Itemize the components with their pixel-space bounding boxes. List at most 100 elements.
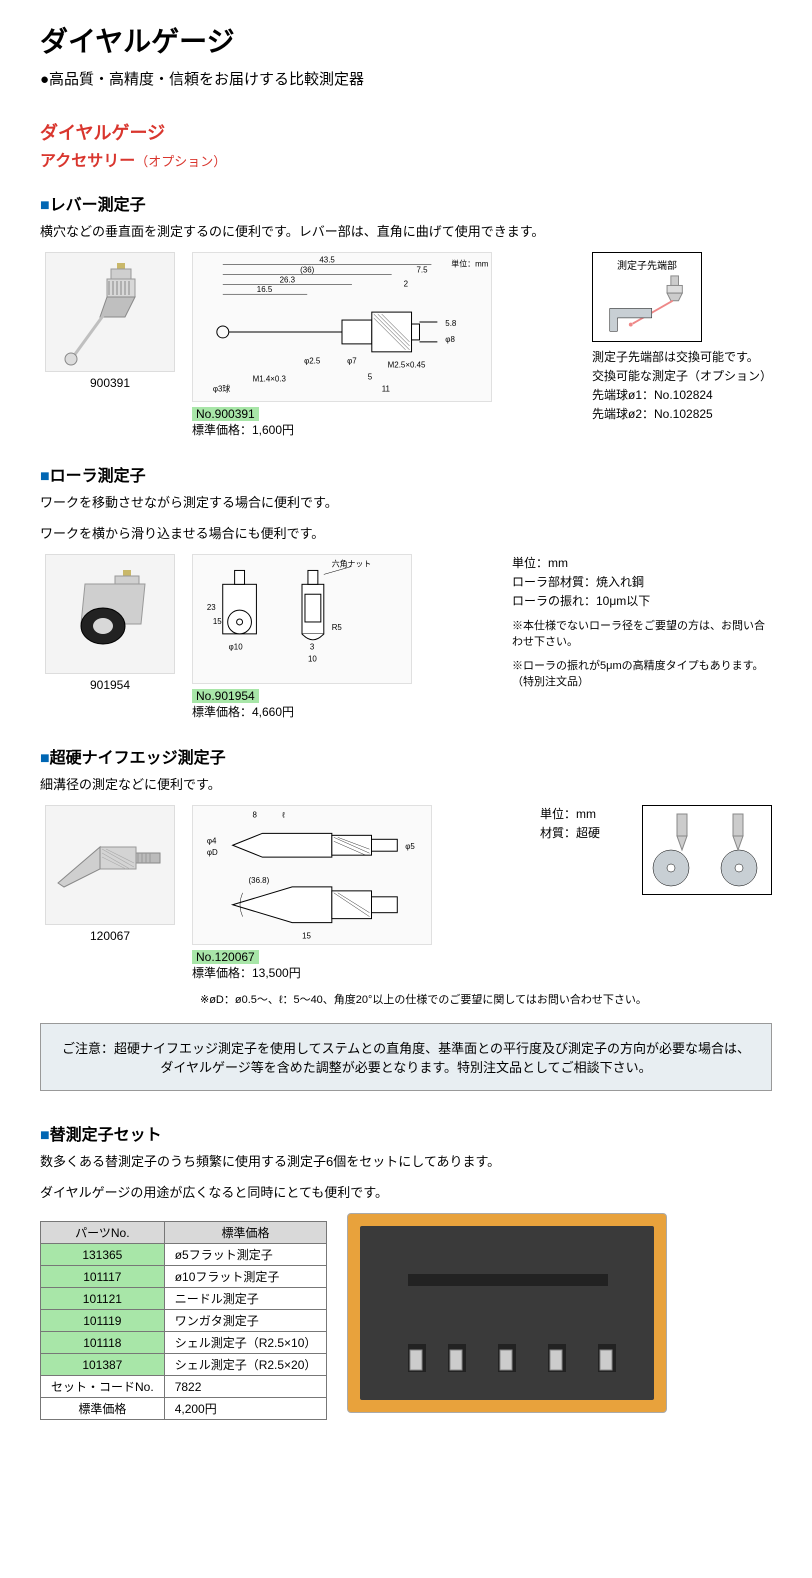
svg-text:φ2.5: φ2.5 (304, 357, 321, 366)
table-cell-desc: ø10フラット測定子 (164, 1266, 327, 1288)
lever-inset-label: 測定子先端部 (617, 257, 677, 272)
set-desc-1: 数多くある替測定子のうち頻繁に使用する測定子6個をセットにしてあります。 (40, 1151, 772, 1170)
caution-box: ご注意：超硬ナイフエッジ測定子を使用してステムとの直角度、基準面との平行度及び測… (40, 1023, 772, 1091)
lever-no-highlight: No.900391 (192, 407, 259, 421)
svg-text:φD: φD (207, 848, 218, 857)
svg-text:φ4: φ4 (207, 836, 217, 845)
table-cell-setcode-label: セット・コードNo. (41, 1376, 165, 1398)
svg-text:23: 23 (207, 603, 216, 612)
lever-right-col: 測定子先端部 測定子先端部は交換可能です。 交換可能な測定子（オプション） 先端… (592, 252, 772, 424)
set-table-header-pn: パーツNo. (41, 1222, 165, 1244)
page-title: ダイヤルゲージ (40, 20, 772, 60)
roller-note-2: ※ローラの振れが5μmの高精度タイプもあります。（特別注文品） (512, 657, 772, 689)
table-row: 101117ø10フラット測定子 (41, 1266, 327, 1288)
svg-text:5.8: 5.8 (445, 319, 457, 328)
svg-text:15: 15 (213, 617, 222, 626)
roller-price: 標準価格：4,660円 (192, 703, 500, 720)
subcategory-title: アクセサリー（オプション） (40, 147, 772, 171)
set-photo (347, 1213, 667, 1413)
roller-heading-text: ローラ測定子 (50, 468, 146, 485)
table-cell-pn: 101387 (41, 1354, 165, 1376)
category-title: ダイヤルゲージ (40, 119, 772, 145)
table-cell-desc: ワンガタ測定子 (164, 1310, 327, 1332)
svg-text:15: 15 (302, 931, 311, 940)
svg-text:φ10: φ10 (229, 643, 244, 652)
lever-inset-note-2: 先端球ø1：No.102824 (592, 386, 772, 403)
lever-photo-label: 900391 (40, 376, 180, 390)
set-heading-text: 替測定子セット (50, 1127, 162, 1144)
table-cell-pn: 101118 (41, 1332, 165, 1354)
subcategory-name: アクセサリー (40, 153, 135, 170)
svg-text:ℓ: ℓ (281, 810, 285, 819)
set-heading: ■替測定子セット (40, 1121, 772, 1145)
lever-body: 900391 43.5 (36) 26.3 16.5 7.5 2 (40, 252, 772, 438)
knife-heading-text: 超硬ナイフエッジ測定子 (50, 750, 226, 767)
svg-text:M2.5×0.45: M2.5×0.45 (388, 361, 426, 370)
table-row: 131365ø5フラット測定子 (41, 1244, 327, 1266)
lever-price: 標準価格：1,600円 (192, 421, 580, 438)
set-desc-2: ダイヤルゲージの用途が広くなると同時にとても便利です。 (40, 1182, 772, 1201)
table-cell-price-label: 標準価格 (41, 1398, 165, 1420)
lever-inset: 測定子先端部 (592, 252, 702, 342)
svg-text:8: 8 (253, 810, 258, 819)
svg-text:3: 3 (310, 643, 315, 652)
svg-text:(36.8): (36.8) (249, 876, 270, 885)
knife-heading: ■超硬ナイフエッジ測定子 (40, 744, 772, 768)
svg-text:R5: R5 (332, 623, 343, 632)
table-row: 101119ワンガタ測定子 (41, 1310, 327, 1332)
knife-inset (642, 805, 772, 895)
svg-text:7.5: 7.5 (417, 265, 429, 274)
knife-diagram-col: 8 ℓ φ4 φD φ5 (36.8) (192, 805, 528, 981)
roller-spec-col: 単位：mm ローラ部材質：焼入れ鋼 ローラの振れ：10μm以下 ※本仕様でないロ… (512, 554, 772, 689)
table-cell-pn: 101121 (41, 1288, 165, 1310)
svg-text:φ7: φ7 (347, 357, 357, 366)
knife-no-highlight: No.120067 (192, 950, 259, 964)
svg-text:単位：mm: 単位：mm (451, 258, 488, 268)
lever-heading-text: レバー測定子 (50, 197, 146, 214)
svg-text:φ8: φ8 (445, 335, 455, 344)
knife-spec-material: 材質：超硬 (540, 824, 630, 841)
lever-desc: 横穴などの垂直面を測定するのに便利です。レバー部は、直角に曲げて使用できます。 (40, 221, 772, 240)
roller-photo (45, 554, 175, 674)
page-subtitle: ●高品質・高精度・信頼をお届けする比較測定器 (40, 68, 772, 89)
roller-desc-2: ワークを横から滑り込ませる場合にも便利です。 (40, 523, 772, 542)
table-cell-setcode-value: 7822 (164, 1376, 327, 1398)
svg-text:φ3球: φ3球 (213, 384, 231, 394)
knife-diagram: 8 ℓ φ4 φD φ5 (36.8) (192, 805, 432, 945)
knife-photo-col: 120067 (40, 805, 180, 943)
table-row-setcode: セット・コードNo.7822 (41, 1376, 327, 1398)
svg-text:六角ナット: 六角ナット (332, 558, 372, 568)
knife-price: 標準価格：13,500円 (192, 964, 528, 981)
roller-spec-material: ローラ部材質：焼入れ鋼 (512, 573, 772, 590)
table-cell-desc: シェル測定子（R2.5×20） (164, 1354, 327, 1376)
svg-text:26.3: 26.3 (280, 275, 296, 284)
set-row: パーツNo. 標準価格 131365ø5フラット測定子101117ø10フラット… (40, 1213, 772, 1420)
roller-spec-unit: 単位：mm (512, 554, 772, 571)
table-row: 101118シェル測定子（R2.5×10） (41, 1332, 327, 1354)
roller-photo-col: 901954 (40, 554, 180, 692)
set-table-header-price: 標準価格 (164, 1222, 327, 1244)
lever-inset-note-1: 交換可能な測定子（オプション） (592, 367, 772, 384)
square-icon: ■ (40, 468, 50, 485)
table-cell-price-value: 4,200円 (164, 1398, 327, 1420)
lever-inset-note-3: 先端球ø2：No.102825 (592, 405, 772, 422)
lever-diagram: 43.5 (36) 26.3 16.5 7.5 2 (192, 252, 492, 402)
svg-text:φ5: φ5 (405, 842, 415, 851)
svg-text:10: 10 (308, 655, 317, 664)
svg-text:M1.4×0.3: M1.4×0.3 (253, 375, 287, 384)
table-cell-pn: 101117 (41, 1266, 165, 1288)
table-row: 101387シェル測定子（R2.5×20） (41, 1354, 327, 1376)
table-cell-pn: 131365 (41, 1244, 165, 1266)
svg-text:43.5: 43.5 (319, 255, 335, 264)
knife-footnote: ※øD：ø0.5～、ℓ：5～40、角度20°以上の仕様でのご要望に関してはお問い… (200, 991, 772, 1007)
square-icon: ■ (40, 750, 50, 767)
knife-spec-unit: 単位：mm (540, 805, 630, 822)
table-cell-desc: ø5フラット測定子 (164, 1244, 327, 1266)
svg-text:11: 11 (382, 385, 391, 394)
knife-photo (45, 805, 175, 925)
lever-heading: ■レバー測定子 (40, 191, 772, 215)
table-cell-desc: シェル測定子（R2.5×10） (164, 1332, 327, 1354)
roller-note-1: ※本仕様でないローラ径をご要望の方は、お問い合わせ下さい。 (512, 617, 772, 649)
roller-no-highlight: No.901954 (192, 689, 259, 703)
table-cell-pn: 101119 (41, 1310, 165, 1332)
